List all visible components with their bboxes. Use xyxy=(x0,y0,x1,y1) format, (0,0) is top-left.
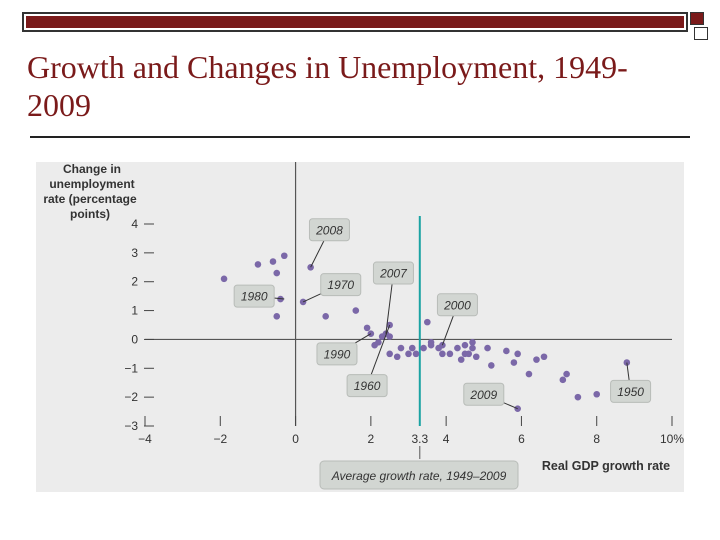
average-growth-label: Average growth rate, 1949–2009 xyxy=(331,469,507,483)
x-tick-label: 4 xyxy=(443,432,450,446)
data-point-32 xyxy=(446,350,454,358)
callout-box-1970 xyxy=(320,273,362,297)
callout-label-1970: 1970 xyxy=(327,278,354,292)
x-tick-label: 2 xyxy=(368,432,375,446)
data-point-18 xyxy=(386,333,393,340)
axes-group: 4 3 2 1 0 −1 −2 −3−4 −2 0 2 3.3 4 6 8 10% xyxy=(124,162,684,446)
x-tick-label: −2 xyxy=(213,432,227,446)
data-point-1 xyxy=(254,261,262,268)
data-point-23 xyxy=(408,344,416,352)
y-tick-label: 0 xyxy=(131,332,138,346)
data-point-45 xyxy=(510,359,518,366)
data-point-3 xyxy=(273,269,281,277)
data-point-17 xyxy=(386,321,393,329)
callout-box-1960 xyxy=(346,374,388,398)
callout-label-2008: 2008 xyxy=(315,223,343,237)
y-tick-label: 3 xyxy=(131,246,138,260)
data-point-31 xyxy=(439,350,446,358)
callout-label-2007: 2007 xyxy=(379,267,408,281)
callout-box-2008 xyxy=(308,218,350,242)
data-point-38 xyxy=(469,344,476,352)
data-point-50 xyxy=(559,376,567,384)
callout-label-1960: 1960 xyxy=(354,379,381,393)
callout-label-1990: 1990 xyxy=(324,347,351,361)
x-tick-label: 10% xyxy=(660,432,684,446)
data-point-7 xyxy=(273,313,281,320)
x-tick-label: 6 xyxy=(518,432,525,446)
data-point-27 xyxy=(427,341,435,349)
data-point-34 xyxy=(461,341,469,349)
x-axis-title: Real GDP growth rate xyxy=(542,459,670,473)
y-tick-label: 1 xyxy=(131,304,138,318)
data-point-41 xyxy=(484,344,491,352)
y-tick-label: −3 xyxy=(124,419,138,433)
data-point-25 xyxy=(420,344,427,352)
data-point-46 xyxy=(525,370,533,378)
data-point-22 xyxy=(405,350,412,358)
callouts-group: 2008 2007 1970 1980 2000 1990 1960 2009 1950 xyxy=(233,218,652,410)
average-line-group: Average growth rate, 1949–2009 xyxy=(319,216,519,490)
data-point-43 xyxy=(503,347,510,355)
data-point-51 xyxy=(574,393,582,401)
callout-label-1980: 1980 xyxy=(241,290,268,304)
chart-panel: 4 3 2 1 0 −1 −2 −3 −4 −2 0 2 3.3 4 6 8 10% Average growt… xyxy=(36,162,684,492)
data-point-30 xyxy=(439,341,446,349)
callout-label-2000: 2000 xyxy=(443,298,471,312)
y-tick-label: −1 xyxy=(124,361,138,375)
y-tick-label: −2 xyxy=(124,390,138,404)
data-point-37 xyxy=(469,339,476,346)
data-point-52 xyxy=(593,390,601,398)
data-point-40 xyxy=(472,353,480,361)
average-growth-box xyxy=(319,460,519,490)
data-point-20 xyxy=(386,350,393,358)
data-point-21 xyxy=(393,353,401,361)
data-point-11 xyxy=(363,324,371,332)
data-point-0 xyxy=(220,275,228,283)
callout-box-2000 xyxy=(436,293,478,317)
corner-squares-decoration xyxy=(690,12,710,42)
slide-title: Growth and Changes in Unemployment, 1949… xyxy=(27,49,628,123)
data-point-2 xyxy=(269,258,277,265)
data-point-44 xyxy=(514,350,521,358)
points-group xyxy=(220,252,631,412)
y-tick-label: 2 xyxy=(131,275,138,289)
x-tick-label: 0 xyxy=(292,432,299,446)
x-tick-label: −4 xyxy=(138,432,152,446)
title-bar-decoration xyxy=(22,12,688,32)
x-tick-label: 8 xyxy=(593,432,600,446)
callout-label-1950: 1950 xyxy=(617,385,644,399)
y-tick-label: 4 xyxy=(131,217,138,231)
data-point-39 xyxy=(465,350,473,358)
data-point-47 xyxy=(533,356,540,363)
data-point-36 xyxy=(457,356,465,363)
callout-box-1980 xyxy=(233,284,275,308)
data-point-48 xyxy=(540,353,548,361)
data-point-9 xyxy=(322,313,329,320)
labels-group: Change in unemployment rate (percentage poi… xyxy=(43,162,670,473)
x-tick-label: 3.3 xyxy=(411,432,428,446)
y-axis-title: Change in unemployment rate (percentage poi… xyxy=(43,162,137,221)
callout-box-1990 xyxy=(316,342,358,366)
data-point-33 xyxy=(454,344,461,352)
data-point-4 xyxy=(280,252,288,260)
data-point-49 xyxy=(563,370,570,378)
data-point-42 xyxy=(488,362,495,369)
data-point-19 xyxy=(397,344,405,352)
data-point-15 xyxy=(371,341,378,349)
data-point-24 xyxy=(412,350,420,358)
title-divider xyxy=(30,136,690,138)
callout-box-2009 xyxy=(463,382,505,406)
data-point-12 xyxy=(367,330,375,337)
scatter-chart: 4 3 2 1 0 −1 −2 −3−4 −2 0 2 3.3 4 6 8 10% Average growt… xyxy=(43,162,684,490)
callout-box-2007 xyxy=(372,261,414,285)
data-point-28 xyxy=(424,318,431,326)
data-point-10 xyxy=(352,307,360,314)
callout-box-1950 xyxy=(610,379,652,403)
callout-label-2009: 2009 xyxy=(469,388,497,402)
data-point-54 xyxy=(514,405,521,412)
